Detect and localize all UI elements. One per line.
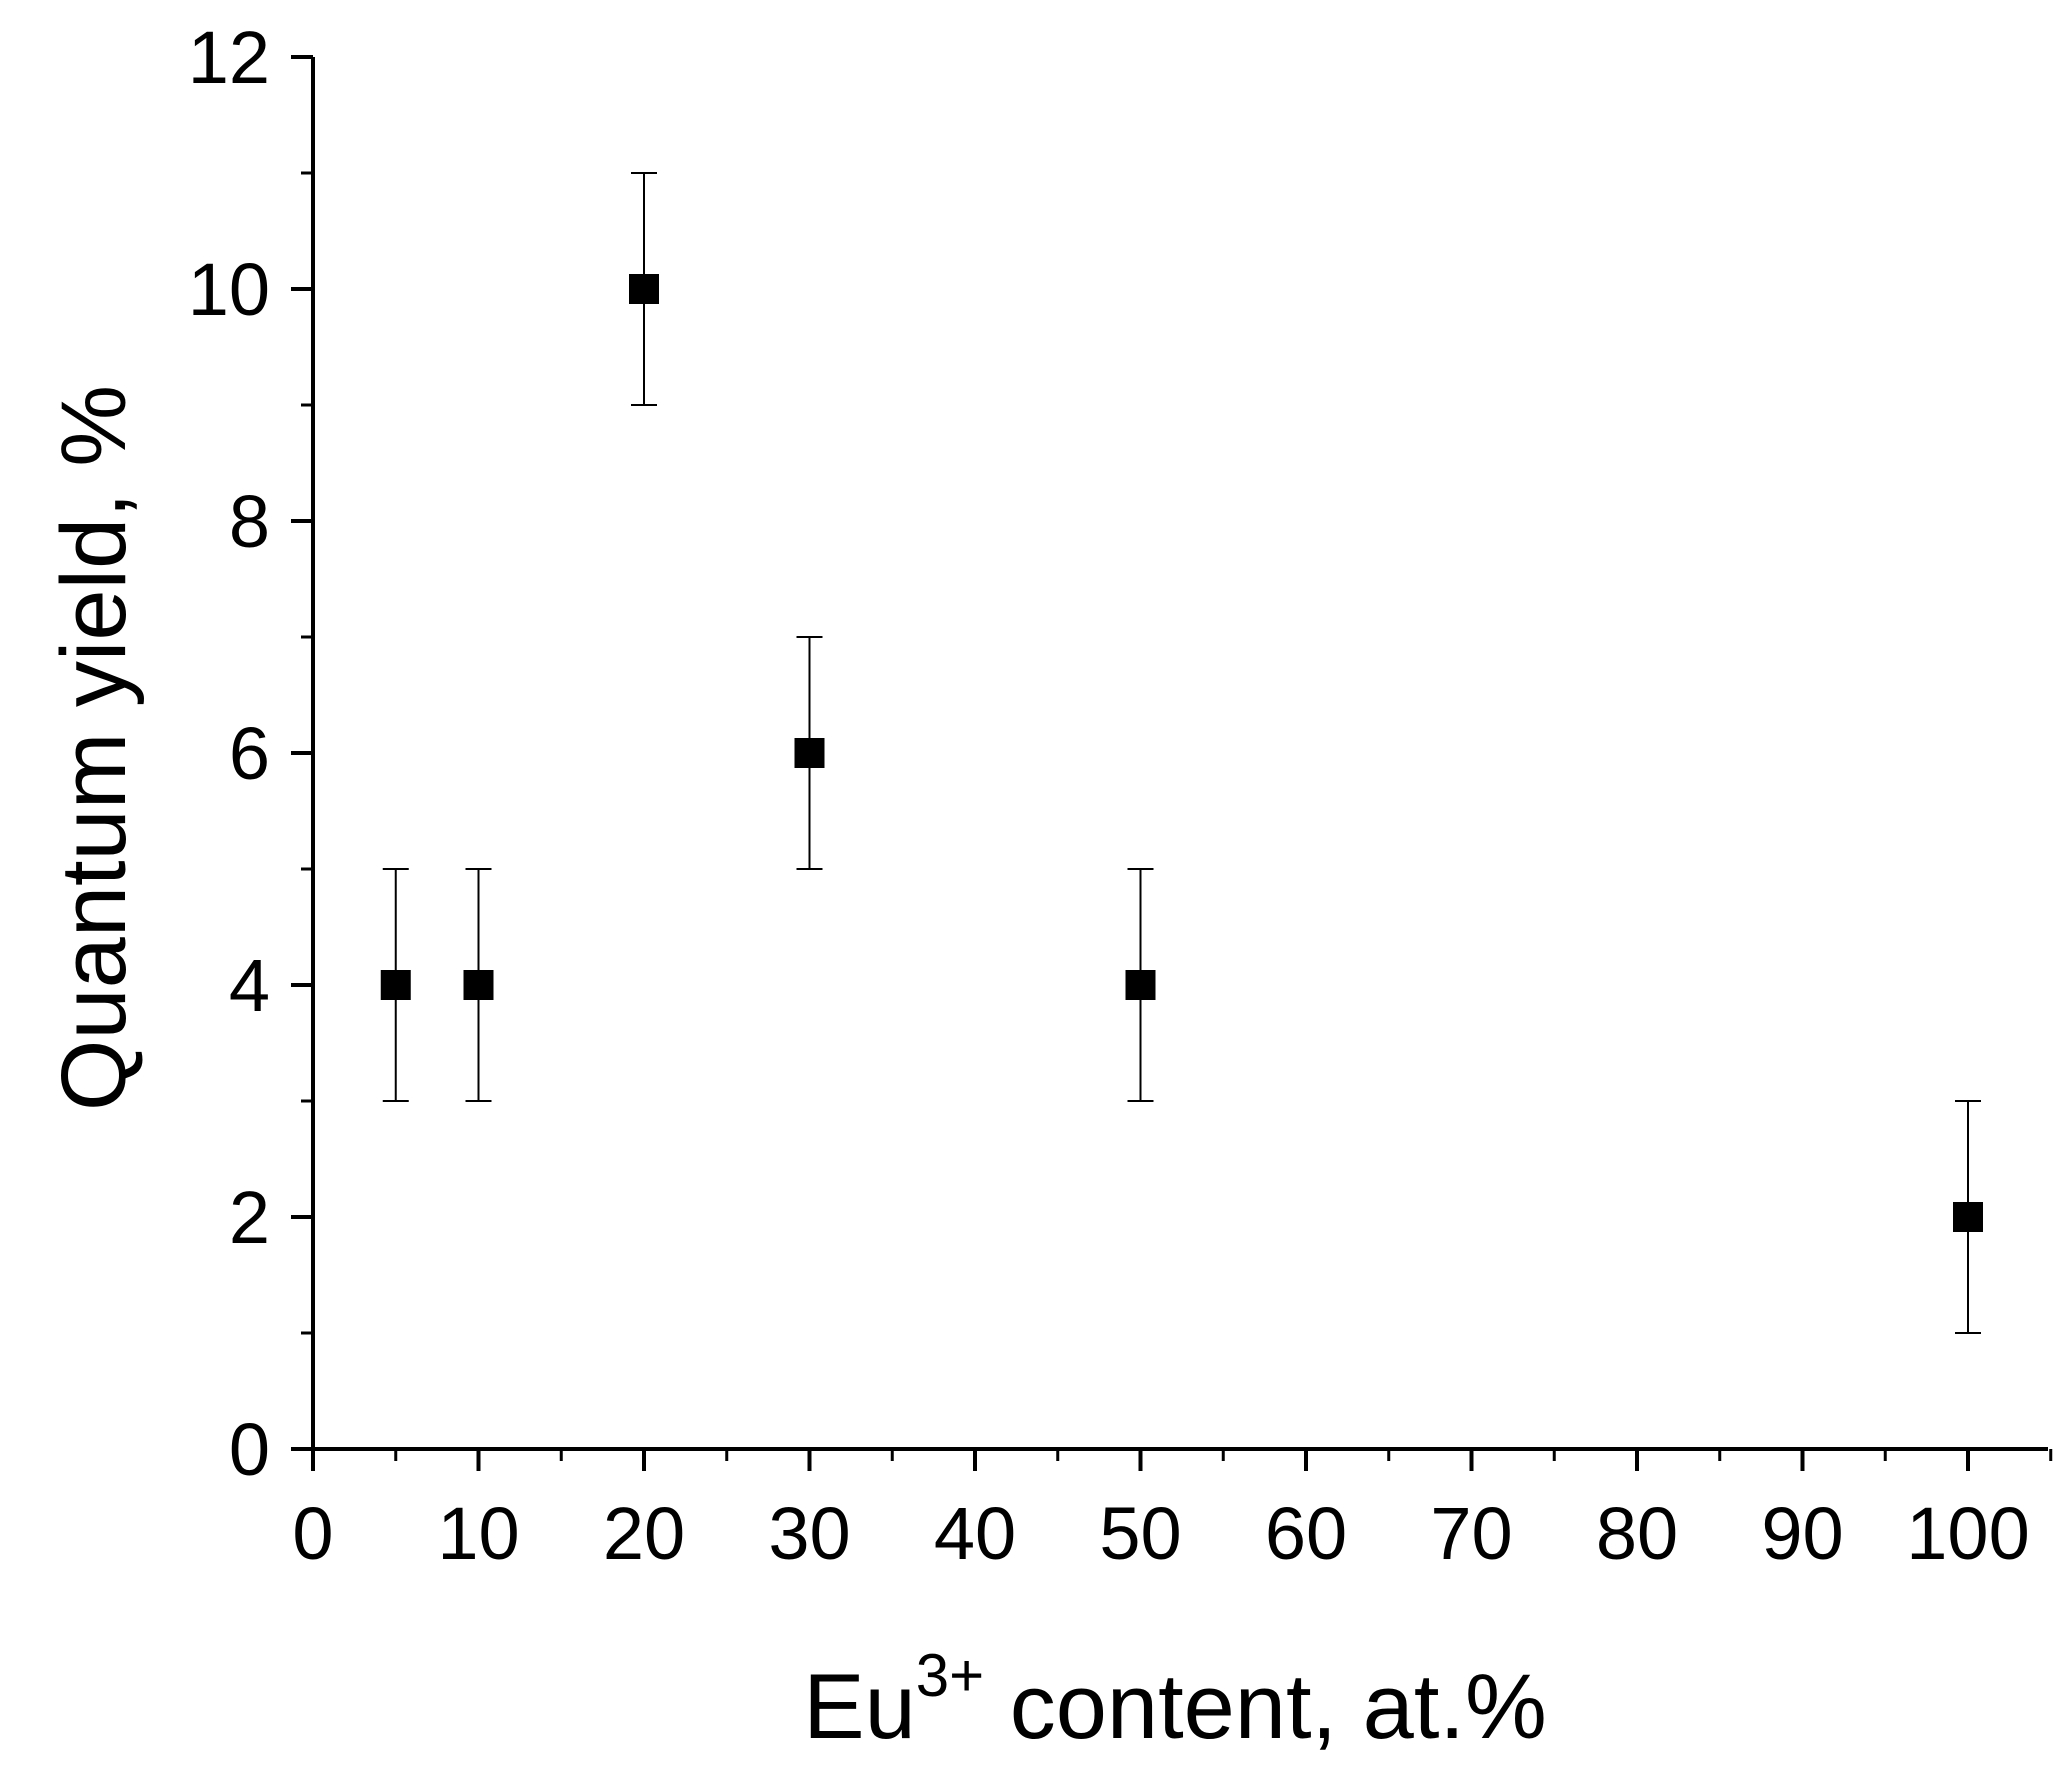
y-tick-label: 6 — [229, 712, 270, 795]
x-tick-label: 10 — [437, 1492, 519, 1575]
y-tick-label: 4 — [229, 944, 270, 1027]
x-tick-label: 30 — [768, 1492, 850, 1575]
x-tick-label: 0 — [292, 1492, 333, 1575]
y-tick-label: 8 — [229, 480, 270, 563]
data-points — [380, 274, 1983, 1232]
x-tick-label: 60 — [1265, 1492, 1347, 1575]
data-point — [380, 970, 411, 1000]
x-axis-ticks: 0 10 20 30 40 50 60 70 80 90 100 — [292, 1449, 2053, 1575]
y-tick-label: 12 — [188, 16, 270, 99]
x-tick-label: 50 — [1099, 1492, 1181, 1575]
data-point — [463, 970, 494, 1000]
y-tick-label: 2 — [229, 1176, 270, 1259]
y-axis-title: Quantum yield, % — [43, 385, 145, 1111]
x-tick-label: 100 — [1906, 1492, 2029, 1575]
x-tick-label: 70 — [1430, 1492, 1512, 1575]
x-tick-label: 80 — [1596, 1492, 1678, 1575]
x-axis-title-base: Eu — [803, 1656, 916, 1758]
axes — [311, 57, 2048, 1451]
y-axis-ticks: 0 2 4 6 8 10 12 — [188, 16, 313, 1491]
x-tick-label: 40 — [934, 1492, 1016, 1575]
x-tick-label: 20 — [603, 1492, 685, 1575]
x-tick-label: 90 — [1761, 1492, 1843, 1575]
x-axis-title: Eu3+ content, at.% — [803, 1642, 1547, 1758]
y-tick-label: 0 — [229, 1408, 270, 1491]
x-axis-title-rest: content, at.% — [984, 1656, 1547, 1758]
error-bars — [382, 172, 1981, 1334]
data-point — [1125, 970, 1156, 1000]
data-point — [794, 738, 825, 768]
data-point — [1953, 1202, 1983, 1232]
data-point — [629, 274, 659, 304]
y-tick-label: 10 — [188, 248, 270, 331]
x-axis-title-superscript: 3+ — [916, 1642, 984, 1709]
